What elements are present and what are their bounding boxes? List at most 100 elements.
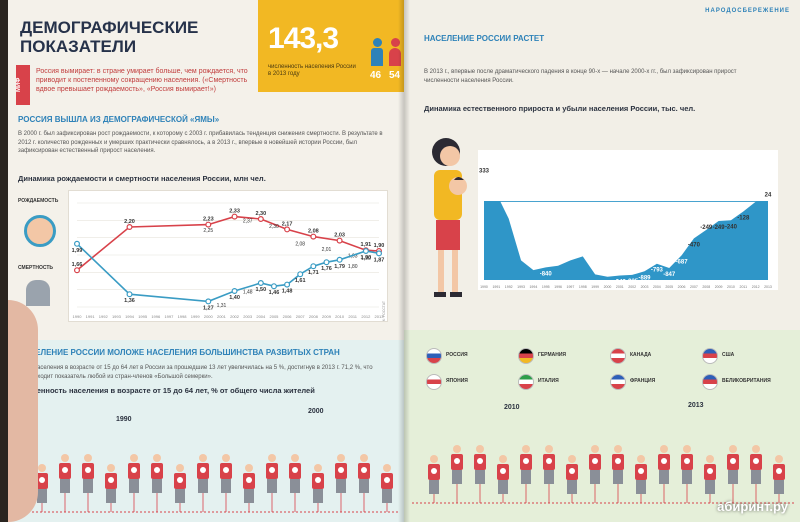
- data-point: [376, 250, 383, 257]
- figure-badge: [431, 468, 437, 474]
- data-point: [310, 263, 317, 270]
- figure-head: [614, 445, 622, 453]
- figure-head: [775, 455, 783, 463]
- data-label: 1,50: [255, 287, 266, 293]
- x-tick-label: 1994: [125, 314, 135, 319]
- data-label: -249: [713, 225, 726, 231]
- flag-icon: [702, 374, 718, 390]
- section2-heading: НАСЕЛЕНИЕ РОССИИ МОЛОЖЕ НАСЕЛЕНИЯ БОЛЬШИ…: [18, 348, 340, 357]
- figure-badge: [454, 458, 460, 464]
- figure-badge: [477, 458, 483, 464]
- data-label: 1,76: [321, 266, 332, 272]
- working-age-figures-left: [16, 454, 398, 513]
- population-figure: [428, 455, 440, 503]
- figure-legs: [129, 479, 139, 493]
- x-tick-label: 1991: [492, 285, 500, 289]
- figure-legs: [382, 489, 392, 503]
- data-point: [126, 291, 133, 298]
- x-tick-label: 2010: [727, 285, 735, 289]
- flags-section: РОССИЯ ГЕРМАНИЯ КАНАДА США ЯПОНИЯ ИТАЛИЯ ФРАНЦ…: [404, 330, 800, 522]
- population-figure: [543, 445, 555, 503]
- data-label: 1,36: [124, 298, 135, 304]
- flag-icon: [702, 348, 718, 364]
- figure-head: [268, 454, 276, 462]
- x-tick-label: 1998: [579, 285, 587, 289]
- x-tick-label: 1992: [99, 314, 109, 319]
- legend-birth: РОЖДАЕМОСТЬ: [18, 198, 59, 204]
- x-tick-label: 2002: [628, 285, 636, 289]
- data-label: 1,48: [282, 289, 293, 295]
- figure-badge: [315, 477, 321, 483]
- x-tick-label: 2012: [752, 285, 760, 289]
- x-tick-label: 2007: [690, 285, 698, 289]
- population-figure: [151, 454, 163, 512]
- data-point: [257, 216, 264, 223]
- figure-legs: [567, 480, 577, 494]
- data-point: [310, 233, 317, 240]
- data-label: 333: [479, 168, 490, 174]
- population-figure: [474, 445, 486, 503]
- figure-legs: [152, 479, 162, 493]
- page-title: ДЕМОГРАФИЧЕСКИЕ ПОКАЗАТЕЛИ: [20, 18, 240, 56]
- figure-badge: [108, 477, 114, 483]
- x-tick-label: 2003: [243, 314, 253, 319]
- data-label: 1,90: [361, 256, 371, 262]
- figure-legs: [175, 489, 185, 503]
- data-point: [362, 247, 369, 254]
- figure-badge: [638, 468, 644, 474]
- x-tick-label: 2006: [678, 285, 686, 289]
- figure-head: [660, 445, 668, 453]
- figure-head: [130, 454, 138, 462]
- population-figure: [220, 454, 232, 512]
- figure-head: [522, 445, 530, 453]
- country-label: КАНАДА: [630, 352, 652, 358]
- figure-legs: [60, 479, 70, 493]
- data-point: [205, 298, 212, 305]
- figure-legs: [521, 470, 531, 484]
- figure-head: [107, 464, 115, 472]
- data-label: -687: [676, 259, 689, 265]
- population-figure: [312, 464, 324, 512]
- birth-death-svg: 1990 1991 1992 1993 1994 1995 1996 1997 1998 1999…: [72, 202, 386, 338]
- data-label: 1,91: [361, 242, 372, 248]
- figure-head: [499, 455, 507, 463]
- data-label: 1,66: [72, 262, 83, 268]
- x-tick-label: 1996: [151, 314, 161, 319]
- x-tick-label: 2003: [641, 285, 649, 289]
- data-point: [297, 271, 304, 278]
- figure-badge: [661, 458, 667, 464]
- figure-legs: [613, 470, 623, 484]
- myth-box: МИФ Россия вымирает: в стране умирает бо…: [16, 65, 258, 105]
- data-label: -240: [725, 224, 738, 230]
- left-page: ДЕМОГРАФИЧЕСКИЕ ПОКАЗАТЕЛИ 143,3 численн…: [8, 0, 404, 522]
- flag-icon: [426, 348, 442, 364]
- data-label: 1,40: [229, 295, 240, 301]
- data-label: 1,90: [374, 243, 385, 249]
- data-label: 1,99: [72, 248, 83, 254]
- figure-legs: [37, 489, 47, 503]
- right-page: НАРОДОСБЕРЕЖЕНИЕ НАСЕЛЕНИЕ РОССИИ РАСТЕТ…: [404, 0, 800, 522]
- data-label: 2,37: [243, 218, 253, 224]
- chart2-title: Динамика естественного прироста и убыли …: [424, 104, 696, 113]
- female-icon: [388, 38, 402, 66]
- x-tick-label: 1995: [138, 314, 148, 319]
- figure-legs: [83, 479, 93, 493]
- figure-badge: [246, 477, 252, 483]
- figure-legs: [106, 489, 116, 503]
- population-figure: [658, 445, 670, 503]
- x-tick-label: 2004: [653, 285, 661, 289]
- country-label: ВЕЛИКОБРИТАНИЯ: [722, 378, 771, 384]
- data-label: -959: [601, 281, 614, 287]
- data-label: 1,46: [269, 290, 280, 296]
- data-point: [336, 256, 343, 263]
- chart1-title: Динамика рождаемости и смертности населе…: [18, 174, 266, 183]
- working-age-section: НАСЕЛЕНИЕ РОССИИ МОЛОЖЕ НАСЕЛЕНИЯ БОЛЬШИ…: [8, 340, 404, 522]
- figure-head: [591, 445, 599, 453]
- country-label: ИТАЛИЯ: [538, 378, 559, 384]
- population-figure: [635, 455, 647, 503]
- chart2-source: ИСТОЧНИК: РОССТАТ: [773, 189, 777, 227]
- population-figure: [681, 445, 693, 503]
- population-figure: [589, 445, 601, 503]
- figure-head: [430, 455, 438, 463]
- x-tick-label: 2004: [256, 314, 266, 319]
